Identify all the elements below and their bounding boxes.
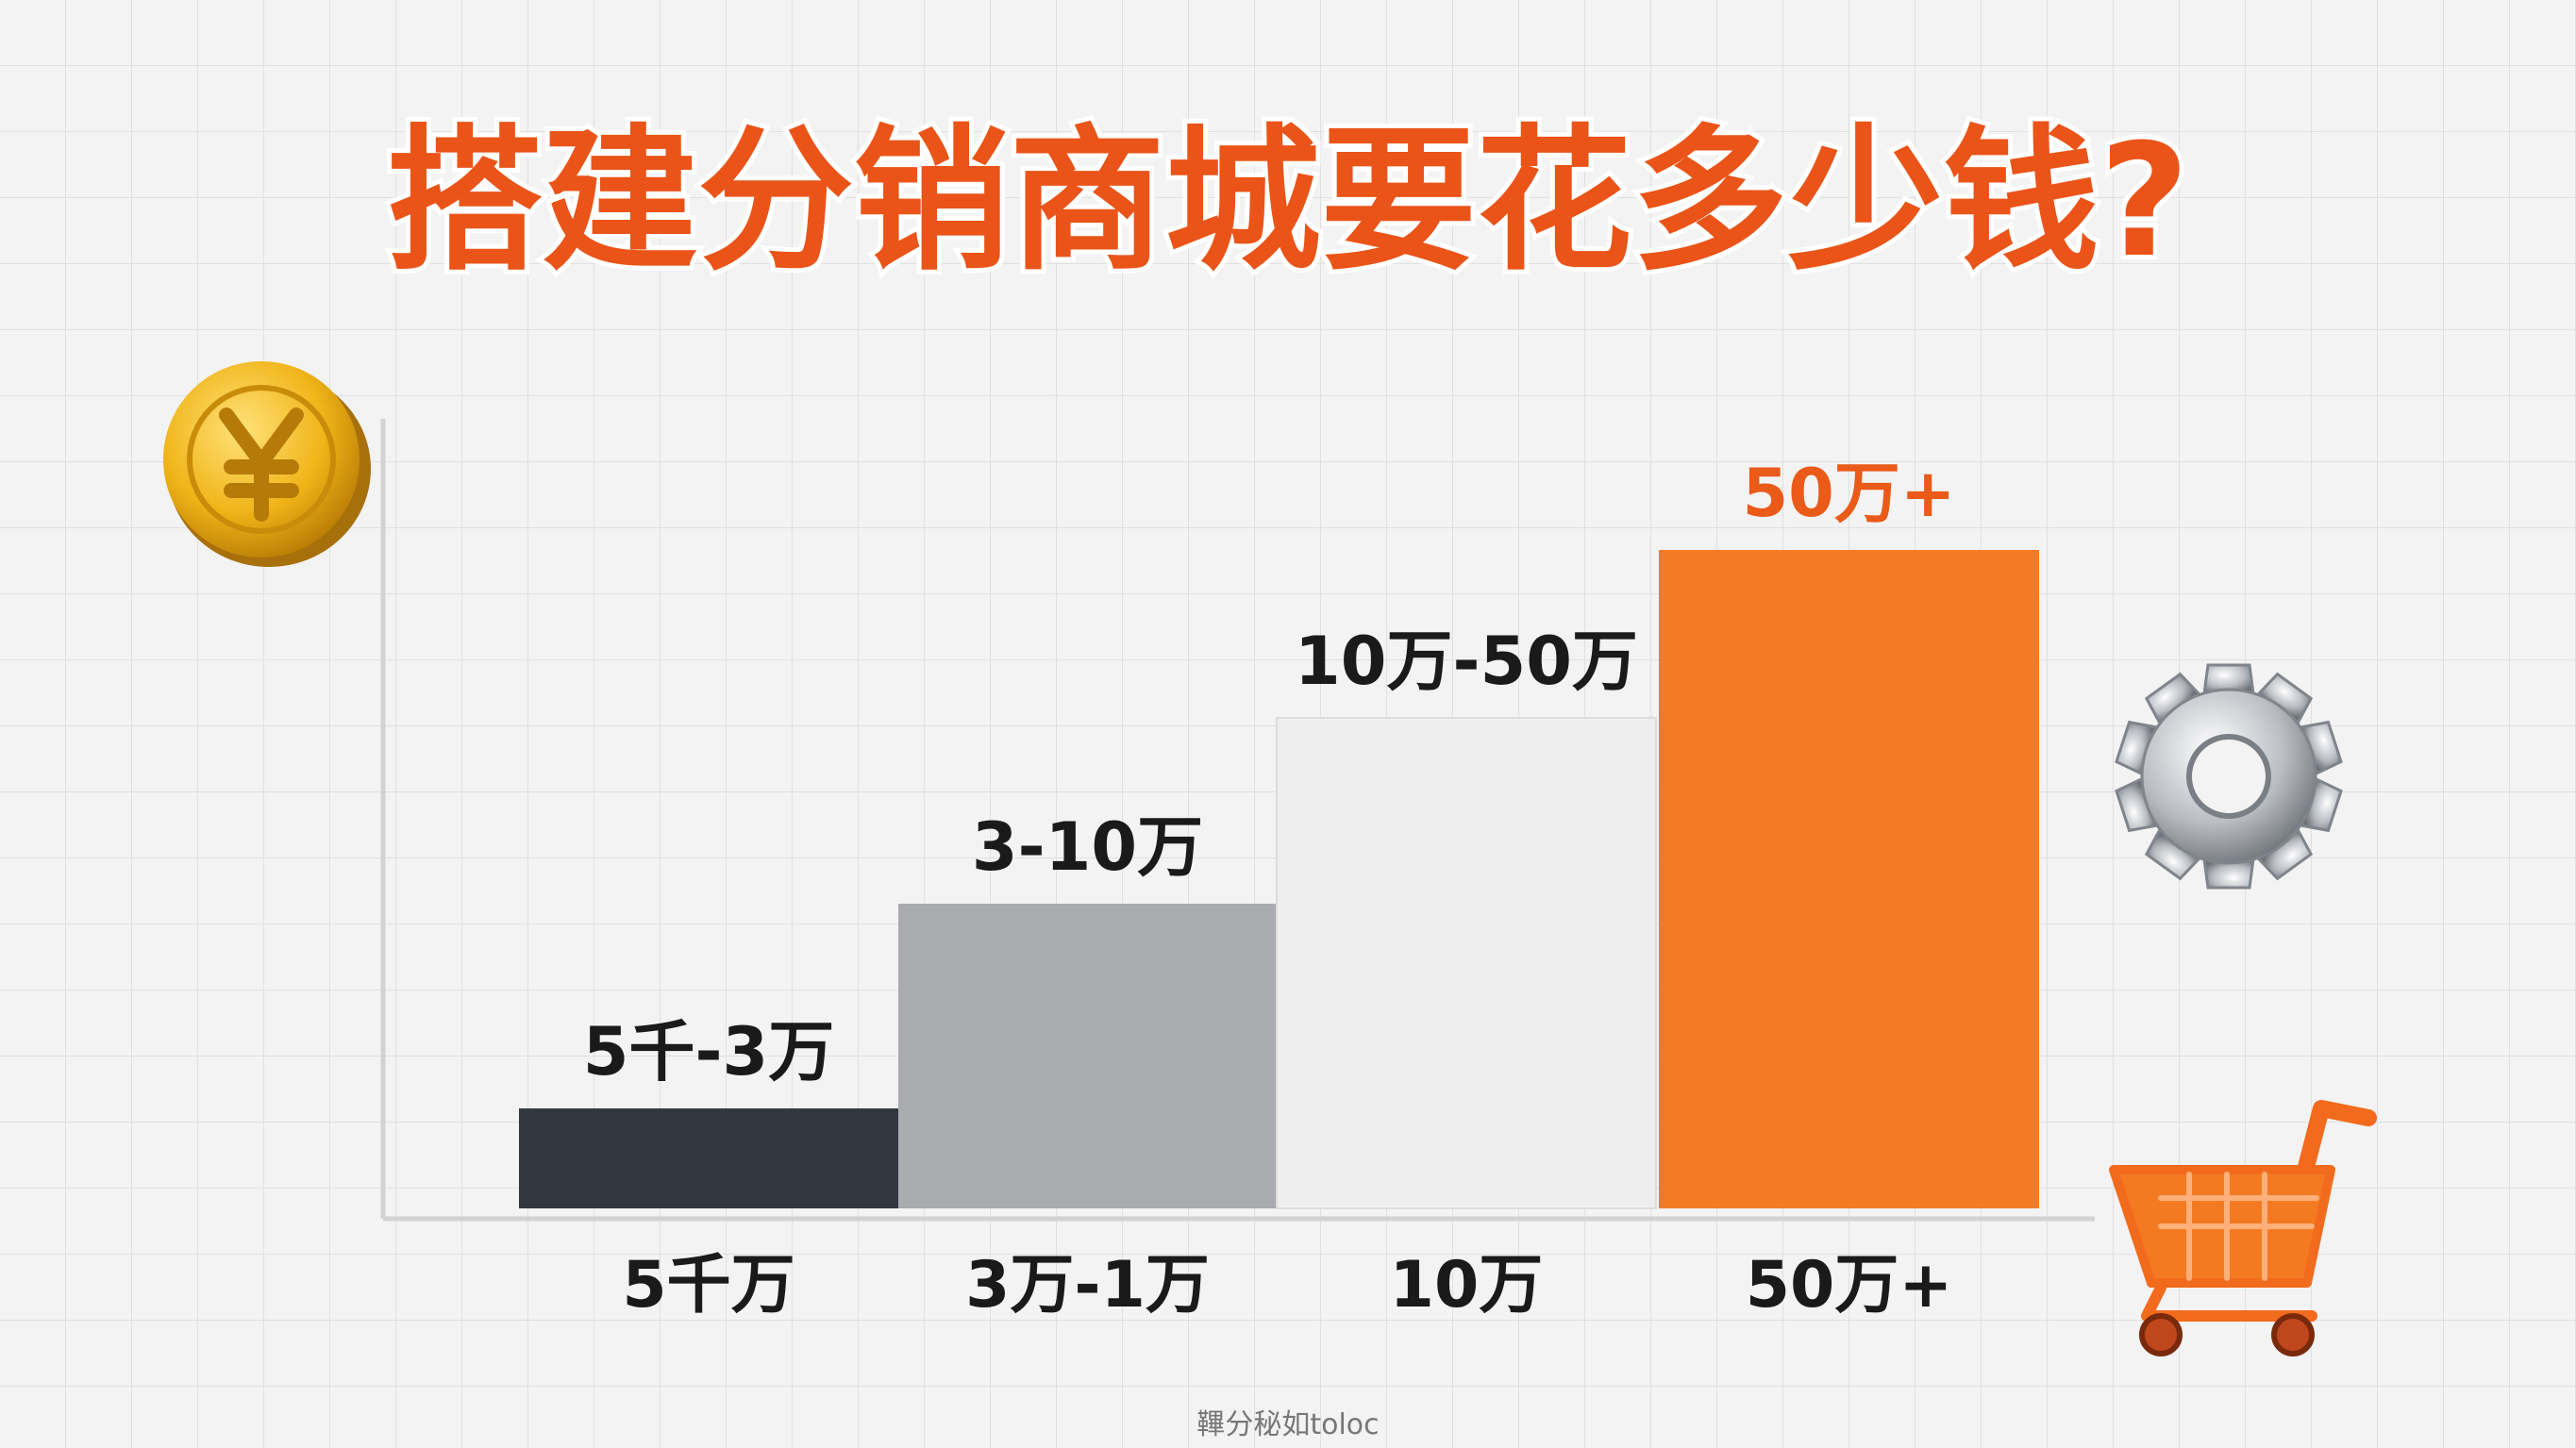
- bar-label: 5千-3万: [583, 1013, 834, 1090]
- bar: [898, 904, 1277, 1208]
- bar: [519, 1108, 898, 1208]
- bar: [1276, 717, 1657, 1209]
- gear-icon: [2114, 663, 2344, 890]
- bar-label: 3-10万: [972, 808, 1203, 886]
- title: 搭建分销商城要花多少钱?: [387, 110, 2190, 291]
- category-label: 3万-1万: [965, 1248, 1210, 1323]
- bar-label: 10万-50万: [1295, 623, 1638, 700]
- coin-icon: [163, 361, 371, 567]
- bar: [1659, 550, 2039, 1208]
- bar-label: 50万+: [1742, 455, 1955, 532]
- category-label: 5千万: [622, 1248, 795, 1323]
- watermark: 鞸分秘如toloc: [1196, 1408, 1379, 1441]
- cart-icon: [2109, 1100, 2377, 1356]
- category-label: 10万: [1390, 1248, 1544, 1323]
- category-label: 50万+: [1746, 1248, 1953, 1323]
